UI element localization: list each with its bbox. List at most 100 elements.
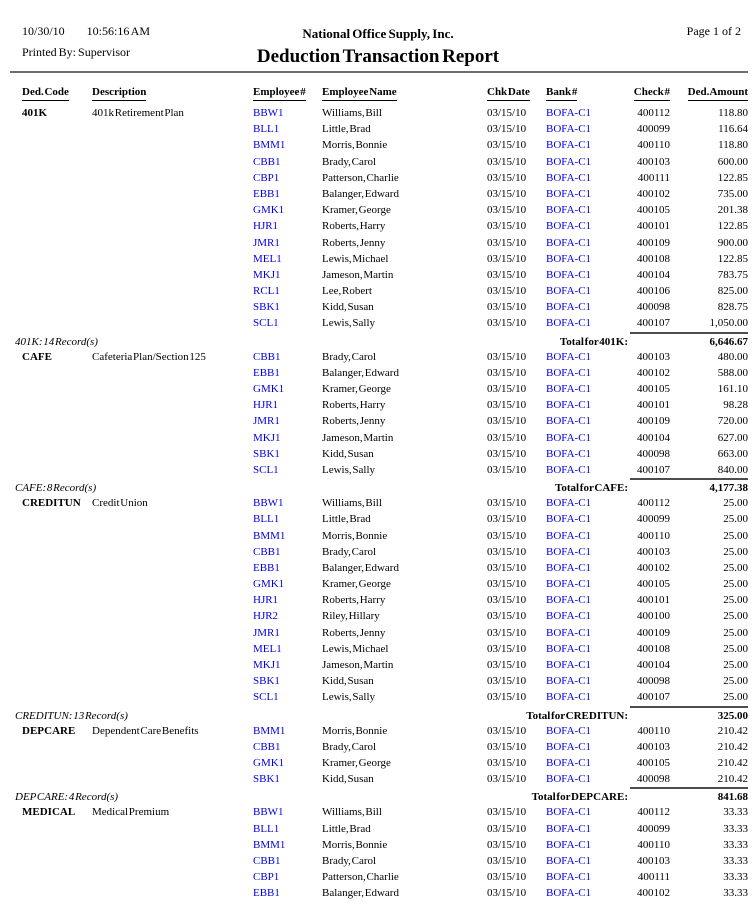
employee-number-link[interactable]: SBK1 (253, 301, 280, 314)
bank-number-link[interactable]: BOFA-C1 (546, 107, 592, 119)
bank-number-link[interactable]: BOFA-C1 (546, 236, 592, 249)
employee-number-link[interactable]: JMR1 (253, 415, 280, 428)
bank-number-link[interactable]: BOFA-C1 (546, 415, 592, 428)
employee-number-link[interactable]: BLL1 (253, 123, 280, 136)
employee-number-link[interactable]: MEL1 (253, 642, 282, 655)
employee-number-link[interactable]: CBP1 (253, 171, 280, 184)
employee-number-link[interactable]: GMK1 (253, 578, 285, 591)
employee-name-cell: Jameson, Martin (322, 268, 394, 281)
employee-number-link[interactable]: GMK1 (253, 383, 285, 395)
employee-number-link[interactable]: SBK1 (253, 675, 280, 688)
employee-number-link[interactable]: BLL1 (253, 513, 280, 526)
ded-code-cell (22, 755, 92, 771)
table-row: BMM1 Morris, Bonnie 03/15/10 BOFA-C1 400110 2… (22, 528, 748, 544)
bank-number-link[interactable]: BOFA-C1 (546, 171, 592, 184)
employee-number-link[interactable]: EBB1 (253, 366, 280, 379)
bank-number-link[interactable]: BOFA-C1 (546, 463, 592, 476)
bank-number-link[interactable]: BOFA-C1 (546, 691, 592, 704)
bank-number-link[interactable]: BOFA-C1 (546, 366, 592, 379)
employee-number-link[interactable]: MKJ1 (253, 659, 281, 671)
bank-number-link[interactable]: BOFA-C1 (546, 659, 592, 671)
employee-number-link[interactable]: BLL1 (253, 822, 280, 835)
employee-number-link[interactable]: GMK1 (253, 756, 285, 769)
employee-number-link[interactable]: MKJ1 (253, 268, 281, 281)
bank-number-link[interactable]: BOFA-C1 (546, 578, 592, 591)
employee-number-link[interactable]: BBW1 (253, 806, 284, 819)
employee-number-link[interactable]: BMM1 (253, 838, 286, 851)
description-cell (92, 641, 253, 657)
employee-number-link[interactable]: SBK1 (253, 773, 280, 786)
employee-number-link[interactable]: BMM1 (253, 724, 286, 737)
employee-number-link[interactable]: SCL1 (253, 463, 279, 476)
bank-number-link[interactable]: BOFA-C1 (546, 383, 592, 395)
employee-number-link[interactable]: SCL1 (253, 691, 279, 704)
check-number-cell: 400102 (637, 561, 670, 574)
bank-number-link[interactable]: BOFA-C1 (546, 123, 592, 136)
bank-number-link[interactable]: BOFA-C1 (546, 561, 592, 574)
employee-number-link[interactable]: HJR1 (253, 399, 279, 412)
bank-number-link[interactable]: BOFA-C1 (546, 773, 592, 786)
employee-number-link[interactable]: BMM1 (253, 529, 286, 542)
group-total-amount: 325.00 (630, 705, 748, 723)
chk-date-cell: 03/15/10 (487, 301, 527, 314)
bank-number-link[interactable]: BOFA-C1 (546, 155, 592, 168)
bank-number-link[interactable]: BOFA-C1 (546, 268, 592, 281)
employee-number-link[interactable]: BBW1 (253, 497, 284, 510)
bank-number-link[interactable]: BOFA-C1 (546, 431, 592, 444)
employee-number-link[interactable]: MKJ1 (253, 431, 281, 444)
employee-number-link[interactable]: CBB1 (253, 740, 281, 753)
employee-number-link[interactable]: HJR2 (253, 610, 279, 623)
bank-number-link[interactable]: BOFA-C1 (546, 497, 592, 510)
employee-number-link[interactable]: CBB1 (253, 854, 281, 867)
bank-number-link[interactable]: BOFA-C1 (546, 642, 592, 655)
bank-number-link[interactable]: BOFA-C1 (546, 806, 592, 819)
employee-number-link[interactable]: EBB1 (253, 887, 280, 900)
bank-number-link[interactable]: BOFA-C1 (546, 756, 592, 769)
employee-number-link[interactable]: CBP1 (253, 871, 280, 884)
bank-number-link[interactable]: BOFA-C1 (546, 626, 592, 639)
bank-number-link[interactable]: BOFA-C1 (546, 822, 592, 835)
employee-number-link[interactable]: HJR1 (253, 220, 279, 233)
bank-number-link[interactable]: BOFA-C1 (546, 285, 592, 298)
chk-date-cell: 03/15/10 (487, 399, 527, 412)
bank-number-link[interactable]: BOFA-C1 (546, 252, 592, 265)
bank-number-link[interactable]: BOFA-C1 (546, 350, 592, 363)
bank-number-link[interactable]: BOFA-C1 (546, 887, 592, 900)
bank-number-link[interactable]: BOFA-C1 (546, 594, 592, 607)
bank-number-link[interactable]: BOFA-C1 (546, 545, 592, 558)
employee-number-link[interactable]: RCL1 (253, 285, 280, 298)
bank-number-link[interactable]: BOFA-C1 (546, 610, 592, 623)
bank-number-link[interactable]: BOFA-C1 (546, 187, 592, 200)
employee-number-link[interactable]: CBB1 (253, 350, 281, 363)
employee-number-link[interactable]: BMM1 (253, 139, 286, 152)
bank-number-link[interactable]: BOFA-C1 (546, 317, 592, 330)
bank-number-link[interactable]: BOFA-C1 (546, 447, 592, 460)
employee-number-link[interactable]: EBB1 (253, 187, 280, 200)
bank-number-link[interactable]: BOFA-C1 (546, 301, 592, 314)
bank-number-link[interactable]: BOFA-C1 (546, 838, 592, 851)
bank-number-link[interactable]: BOFA-C1 (546, 139, 592, 152)
bank-number-link[interactable]: BOFA-C1 (546, 854, 592, 867)
employee-number-link[interactable]: JMR1 (253, 626, 280, 639)
employee-number-link[interactable]: CBB1 (253, 155, 281, 168)
employee-number-link[interactable]: HJR1 (253, 594, 279, 607)
bank-number-link[interactable]: BOFA-C1 (546, 740, 592, 753)
employee-number-link[interactable]: JMR1 (253, 236, 280, 249)
employee-number-link[interactable]: BBW1 (253, 107, 284, 119)
employee-number-link[interactable]: EBB1 (253, 561, 280, 574)
bank-number-link[interactable]: BOFA-C1 (546, 675, 592, 688)
employee-number-link[interactable]: SCL1 (253, 317, 279, 330)
bank-number-link[interactable]: BOFA-C1 (546, 204, 592, 217)
employee-number-link[interactable]: GMK1 (253, 204, 285, 217)
bank-number-link[interactable]: BOFA-C1 (546, 220, 592, 233)
bank-number-link[interactable]: BOFA-C1 (546, 399, 592, 412)
employee-number-link[interactable]: MEL1 (253, 252, 282, 265)
employee-number-link[interactable]: CBB1 (253, 545, 281, 558)
bank-number-link[interactable]: BOFA-C1 (546, 724, 592, 737)
bank-number-link[interactable]: BOFA-C1 (546, 513, 592, 526)
bank-number-link[interactable]: BOFA-C1 (546, 871, 592, 884)
bank-number-link[interactable]: BOFA-C1 (546, 529, 592, 542)
employee-number-link[interactable]: SBK1 (253, 447, 280, 460)
table-row: CBP1 Patterson, Charlie 03/15/10 BOFA-C1 400… (22, 170, 748, 186)
check-number-cell: 400110 (637, 838, 670, 851)
